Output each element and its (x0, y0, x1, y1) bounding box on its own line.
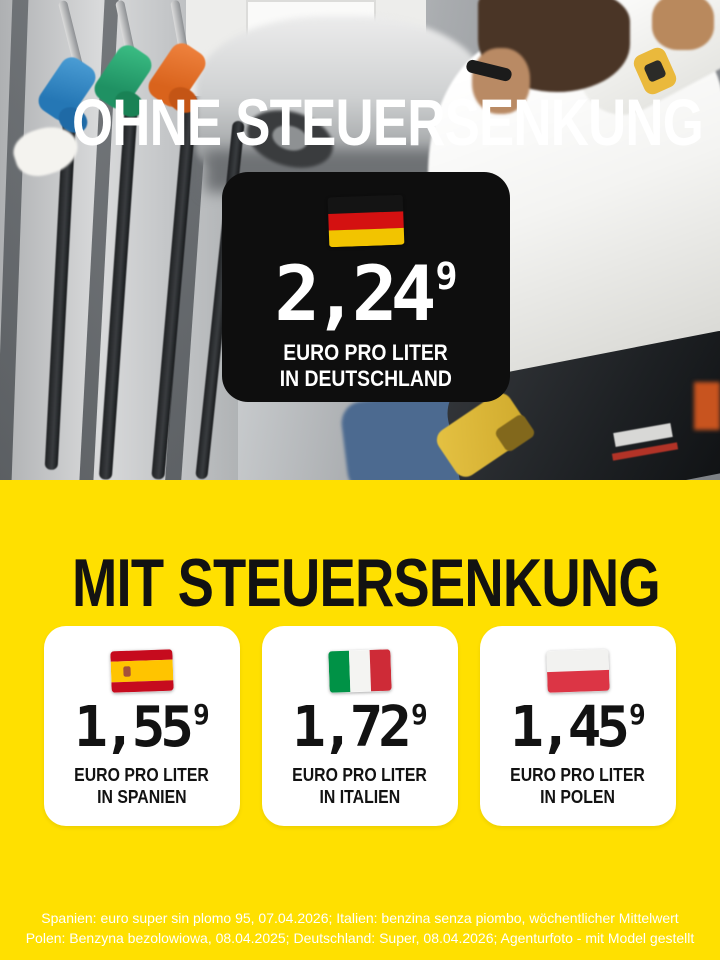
headline-without-tax-cut: OHNE STEUERSENKUNG (72, 85, 704, 159)
country-cards-row: 1,55 9 EURO PRO LITER IN SPANIEN 1,72 9 … (0, 626, 720, 826)
price-unit-label: EURO PRO LITER (510, 765, 646, 785)
orange-object (694, 382, 720, 430)
gas-station-photo: OHNE STEUERSENKUNG 2,24 9 EURO PRO LITER… (0, 0, 720, 480)
man-hand (652, 0, 714, 50)
price-value: 2,24 (274, 249, 436, 338)
price-country-label: IN DEUTSCHLAND (279, 366, 453, 391)
man-face (472, 48, 530, 114)
price-superscript: 9 (193, 698, 210, 731)
italy-flag-icon (328, 649, 392, 693)
price-value: 1,55 (74, 695, 194, 760)
poland-price-card: 1,45 9 EURO PRO LITER IN POLEN (480, 626, 676, 826)
price-superscript: 9 (435, 255, 458, 298)
germany-price: 2,24 9 (274, 256, 457, 332)
spain-price: 1,55 9 (74, 700, 210, 756)
poland-price: 1,45 9 (510, 700, 646, 756)
price-unit-label: EURO PRO LITER (292, 765, 428, 785)
price-country-label: IN SPANIEN (97, 787, 187, 807)
price-country-label: IN POLEN (540, 787, 616, 807)
price-country-label: IN ITALIEN (319, 787, 401, 807)
germany-flag-icon (327, 194, 405, 248)
poland-flag-icon (546, 649, 610, 693)
spain-flag-icon (110, 649, 174, 693)
italy-price-card: 1,72 9 EURO PRO LITER IN ITALIEN (262, 626, 458, 826)
headline-with-tax-cut: MIT STEUERSENKUNG (72, 545, 661, 621)
germany-price-card: 2,24 9 EURO PRO LITER IN DEUTSCHLAND (222, 172, 510, 402)
spain-price-card: 1,55 9 EURO PRO LITER IN SPANIEN (44, 626, 240, 826)
price-superscript: 9 (411, 698, 428, 731)
price-value: 1,72 (292, 695, 412, 760)
footnote-line1: Spanien: euro super sin plomo 95, 07.04.… (41, 910, 679, 926)
price-superscript: 9 (629, 698, 646, 731)
source-footnote: Spanien: euro super sin plomo 95, 07.04.… (0, 908, 720, 948)
price-unit-label: EURO PRO LITER (283, 340, 449, 365)
italy-price: 1,72 9 (292, 700, 428, 756)
price-unit-label: EURO PRO LITER (74, 765, 210, 785)
price-value: 1,45 (510, 695, 630, 760)
footnote-line2: Polen: Benzyna bezolowiowa, 08.04.2025; … (25, 930, 695, 946)
